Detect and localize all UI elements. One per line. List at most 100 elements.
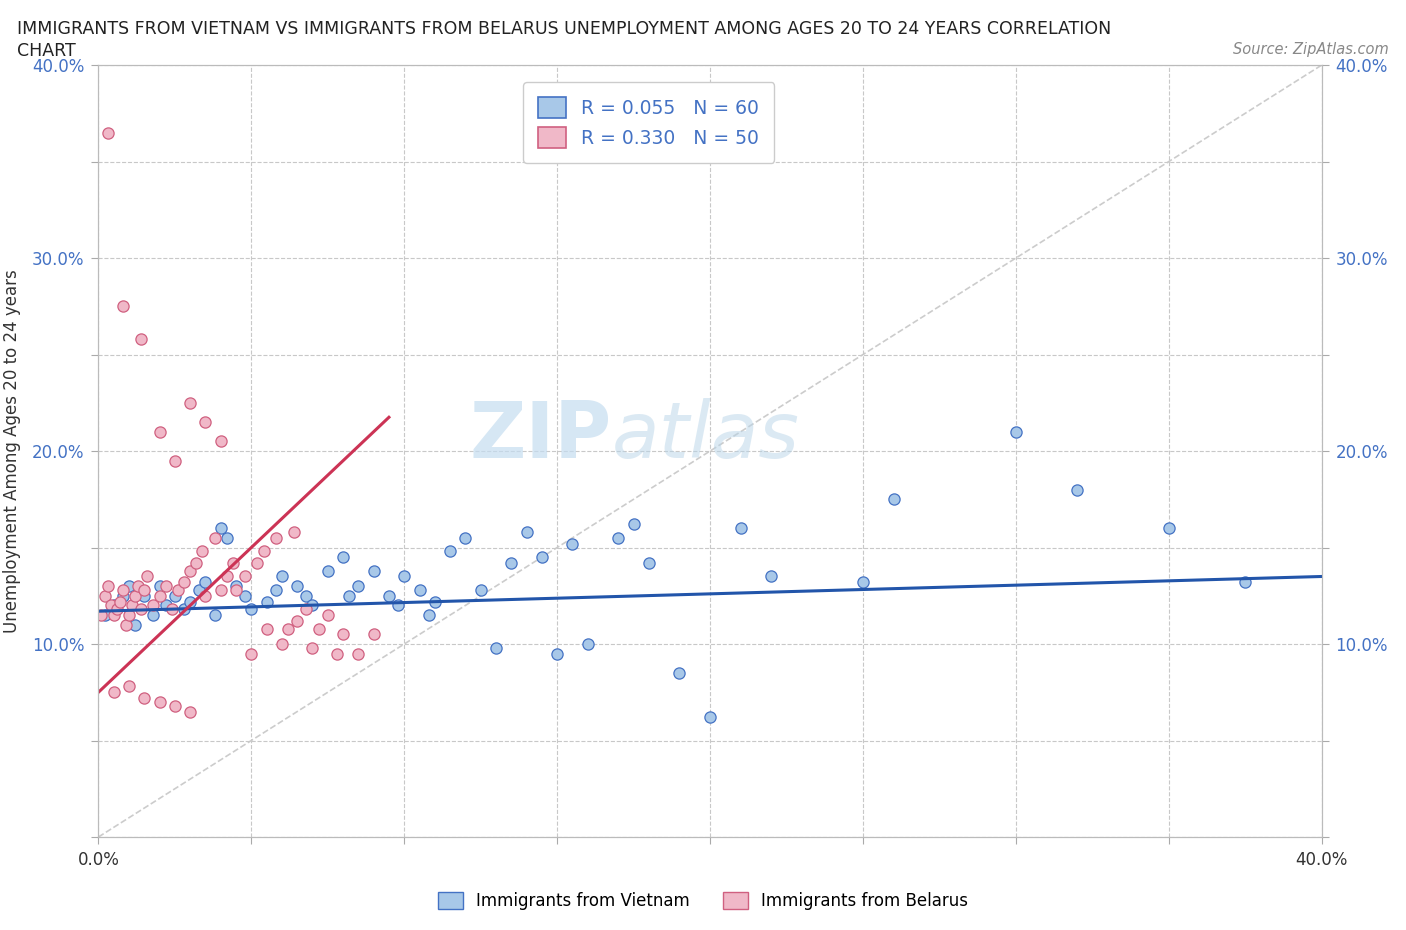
Text: CHART: CHART	[17, 42, 76, 60]
Point	[194, 575, 217, 590]
Point	[111, 299, 134, 313]
Point	[392, 569, 416, 584]
Point	[283, 525, 305, 539]
Point	[256, 594, 278, 609]
Point	[167, 582, 190, 597]
Point	[209, 521, 232, 536]
Point	[118, 679, 141, 694]
Point	[576, 637, 599, 652]
Point	[209, 434, 232, 449]
Point	[316, 564, 339, 578]
Point	[127, 578, 149, 593]
Point	[637, 555, 661, 570]
Point	[883, 492, 905, 507]
Point	[149, 578, 172, 593]
Point	[124, 618, 146, 632]
Point	[90, 607, 112, 622]
Point	[301, 598, 323, 613]
Point	[115, 618, 138, 632]
Point	[347, 578, 370, 593]
Point	[607, 530, 630, 545]
Point	[332, 627, 354, 642]
Point	[387, 598, 409, 613]
Point	[295, 602, 318, 617]
Point	[730, 521, 752, 536]
Point	[163, 453, 186, 468]
Point	[179, 395, 201, 410]
Point	[225, 578, 247, 593]
Point	[308, 621, 330, 636]
Point	[285, 614, 308, 629]
Point	[423, 594, 446, 609]
Point	[256, 621, 278, 636]
Point	[103, 598, 125, 613]
Point	[118, 578, 141, 593]
Legend: Immigrants from Vietnam, Immigrants from Belarus: Immigrants from Vietnam, Immigrants from…	[432, 885, 974, 917]
Point	[225, 582, 247, 597]
Point	[111, 582, 134, 597]
Point	[363, 564, 385, 578]
Point	[546, 646, 568, 661]
Point	[470, 582, 492, 597]
Point	[134, 691, 156, 706]
Point	[240, 646, 263, 661]
Point	[155, 578, 177, 593]
Point	[100, 598, 122, 613]
Point	[561, 537, 583, 551]
Point	[179, 594, 201, 609]
Point	[347, 646, 370, 661]
Point	[97, 578, 120, 593]
Point	[222, 555, 245, 570]
Point	[173, 575, 195, 590]
Legend: R = 0.055   N = 60, R = 0.330   N = 50: R = 0.055 N = 60, R = 0.330 N = 50	[523, 82, 775, 163]
Point	[233, 589, 256, 604]
Point	[149, 589, 172, 604]
Point	[121, 598, 143, 613]
Point	[1066, 483, 1088, 498]
Point	[408, 582, 430, 597]
Point	[93, 607, 115, 622]
Point	[668, 666, 690, 681]
Point	[163, 698, 186, 713]
Point	[179, 704, 201, 719]
Point	[118, 607, 141, 622]
Point	[233, 569, 256, 584]
Point	[142, 607, 165, 622]
Point	[204, 607, 226, 622]
Point	[149, 424, 172, 439]
Point	[1157, 521, 1180, 536]
Point	[215, 530, 238, 545]
Point	[252, 544, 274, 559]
Point	[240, 602, 263, 617]
Point	[124, 589, 146, 604]
Point	[1234, 575, 1257, 590]
Point	[173, 602, 195, 617]
Point	[699, 710, 721, 724]
Point	[316, 607, 339, 622]
Point	[93, 589, 115, 604]
Point	[134, 582, 156, 597]
Point	[194, 589, 217, 604]
Point	[759, 569, 782, 584]
Point	[277, 621, 299, 636]
Point	[186, 555, 208, 570]
Text: Source: ZipAtlas.com: Source: ZipAtlas.com	[1233, 42, 1389, 57]
Point	[204, 530, 226, 545]
Point	[378, 589, 401, 604]
Point	[295, 589, 318, 604]
Text: ZIP: ZIP	[470, 398, 612, 473]
Point	[136, 569, 159, 584]
Point	[188, 582, 211, 597]
Point	[105, 602, 128, 617]
Point	[418, 607, 440, 622]
Point	[129, 332, 152, 347]
Point	[852, 575, 875, 590]
Point	[332, 550, 354, 565]
Point	[485, 641, 508, 656]
Point	[326, 646, 349, 661]
Point	[246, 555, 269, 570]
Point	[530, 550, 553, 565]
Point	[501, 555, 523, 570]
Point	[155, 598, 177, 613]
Point	[160, 602, 183, 617]
